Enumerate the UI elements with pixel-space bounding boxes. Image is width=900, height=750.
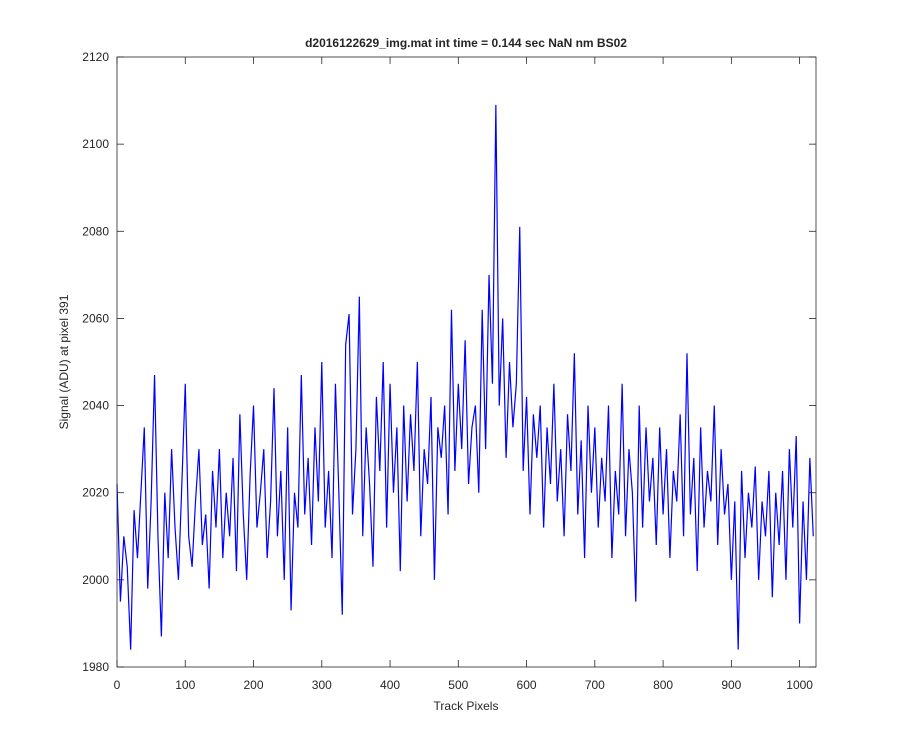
chart-title: d2016122629_img.mat int time = 0.144 sec…	[305, 36, 627, 50]
y-tick-label: 2060	[82, 311, 109, 325]
y-tick-label: 2020	[82, 486, 109, 500]
y-tick-label: 2080	[82, 224, 109, 238]
x-tick-label: 500	[448, 678, 468, 692]
x-tick-label: 100	[175, 678, 195, 692]
x-tick-label: 700	[585, 678, 605, 692]
x-tick-label: 900	[721, 678, 741, 692]
y-tick-label: 2100	[82, 137, 109, 151]
x-tick-label: 800	[653, 678, 673, 692]
x-tick-label: 300	[312, 678, 332, 692]
y-tick-label: 2000	[82, 573, 109, 587]
x-tick-label: 200	[244, 678, 264, 692]
data-line	[116, 104, 814, 650]
x-tick-label: 0	[114, 678, 121, 692]
x-axis-label: Track Pixels	[434, 699, 499, 713]
y-tick-label: 2040	[82, 399, 109, 413]
x-tick-label: 400	[380, 678, 400, 692]
x-tick-label: 1000	[786, 678, 813, 692]
y-axis-label: Signal (ADU) at pixel 391	[57, 294, 71, 429]
x-tick-label: 600	[517, 678, 537, 692]
y-tick-label: 1980	[82, 660, 109, 674]
y-tick-label: 2120	[82, 50, 109, 64]
axes-box	[116, 56, 817, 668]
